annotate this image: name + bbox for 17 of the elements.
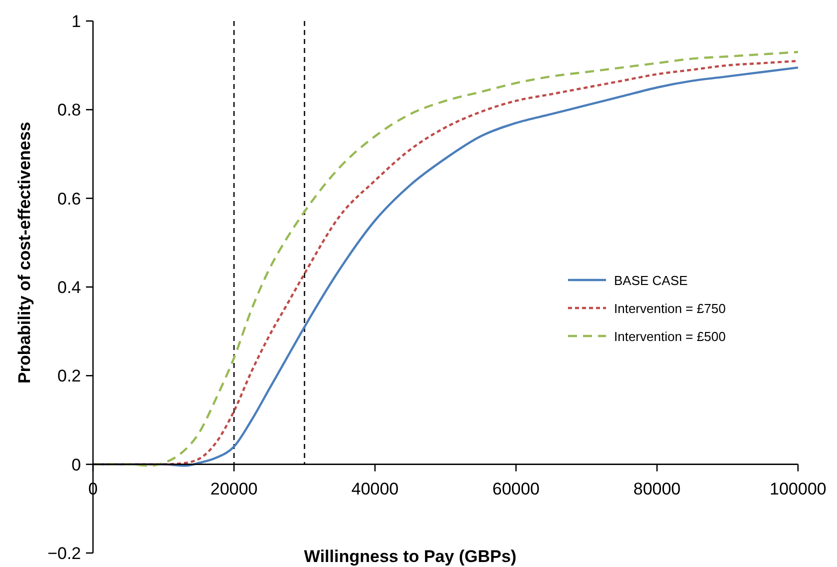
y-tick-label: −0.2	[47, 544, 81, 563]
y-axis-title: Probability of cost-effectiveness	[15, 122, 34, 384]
x-axis-title: Willingness to Pay (GBPs)	[304, 547, 516, 566]
x-tick-label: 60000	[492, 479, 540, 498]
legend-label: BASE CASE	[614, 273, 688, 288]
x-tick-label: 80000	[633, 479, 681, 498]
y-tick-label: 1	[72, 12, 81, 31]
x-tick-label: 20000	[210, 479, 258, 498]
y-tick-label: 0.4	[57, 278, 81, 297]
legend-label: Intervention = £750	[614, 301, 726, 316]
y-tick-label: 0.6	[57, 189, 81, 208]
y-tick-label: 0.8	[57, 100, 81, 120]
legend-label: Intervention = £500	[614, 329, 726, 344]
y-tick-label: 0	[72, 455, 81, 474]
x-tick-label: 100000	[770, 479, 826, 498]
x-tick-label: 40000	[351, 479, 399, 498]
y-tick-label: 0.2	[57, 366, 81, 386]
